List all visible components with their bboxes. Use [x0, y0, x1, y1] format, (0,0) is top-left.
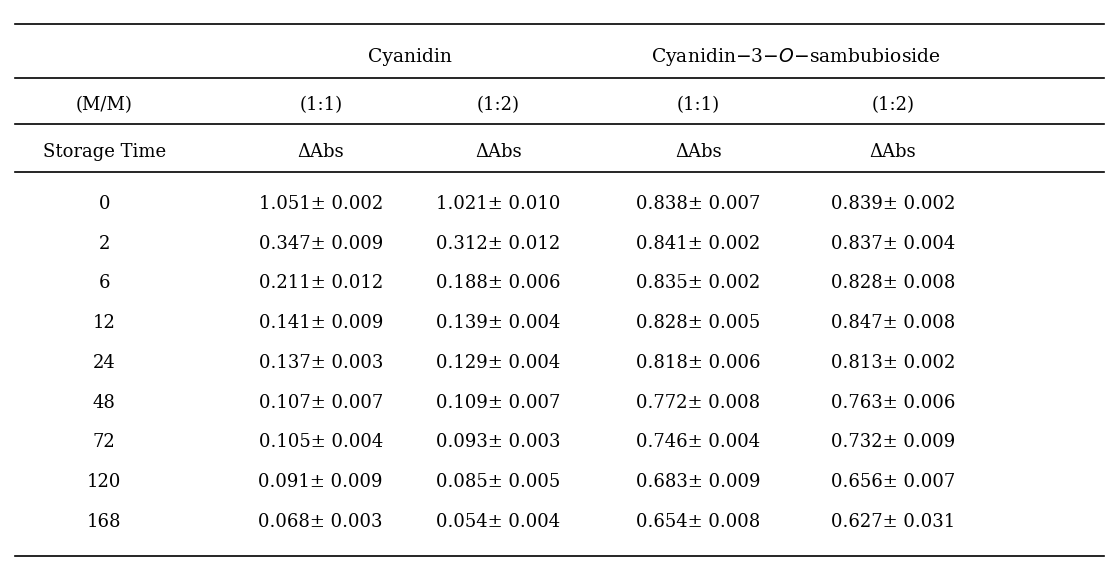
Text: 0.347± 0.009: 0.347± 0.009 [258, 235, 383, 253]
Text: 12: 12 [93, 314, 115, 332]
Text: 0.054± 0.004: 0.054± 0.004 [436, 513, 561, 531]
Text: 0.837± 0.004: 0.837± 0.004 [830, 235, 955, 253]
Text: 0.813± 0.002: 0.813± 0.002 [830, 354, 955, 372]
Text: Cyanidin: Cyanidin [368, 48, 451, 66]
Text: 0.141± 0.009: 0.141± 0.009 [258, 314, 383, 332]
Text: 0.188± 0.006: 0.188± 0.006 [436, 274, 561, 293]
Text: ΔAbs: ΔAbs [476, 143, 521, 161]
Text: 0.828± 0.005: 0.828± 0.005 [637, 314, 761, 332]
Text: 1.051± 0.002: 1.051± 0.002 [258, 195, 383, 213]
Text: 0.828± 0.008: 0.828± 0.008 [830, 274, 955, 293]
Text: 0.105± 0.004: 0.105± 0.004 [258, 433, 383, 451]
Text: 1.021± 0.010: 1.021± 0.010 [436, 195, 561, 213]
Text: Storage Time: Storage Time [43, 143, 166, 161]
Text: 0.211± 0.012: 0.211± 0.012 [258, 274, 383, 293]
Text: 0: 0 [98, 195, 110, 213]
Text: (1:2): (1:2) [477, 96, 520, 114]
Text: 0.838± 0.007: 0.838± 0.007 [636, 195, 761, 213]
Text: 0.129± 0.004: 0.129± 0.004 [436, 354, 561, 372]
Text: 0.093± 0.003: 0.093± 0.003 [436, 433, 561, 451]
Text: 0.656± 0.007: 0.656± 0.007 [830, 473, 955, 491]
Text: 2: 2 [98, 235, 110, 253]
Text: 0.107± 0.007: 0.107± 0.007 [258, 393, 383, 412]
Text: 0.841± 0.002: 0.841± 0.002 [637, 235, 761, 253]
Text: Cyanidin$-$3$-$$\mathit{O}$$-$sambubioside: Cyanidin$-$3$-$$\mathit{O}$$-$sambubiosi… [651, 46, 941, 68]
Text: 0.732± 0.009: 0.732± 0.009 [830, 433, 955, 451]
Text: 72: 72 [93, 433, 115, 451]
Text: ΔAbs: ΔAbs [675, 143, 722, 161]
Text: 0.835± 0.002: 0.835± 0.002 [637, 274, 761, 293]
Text: 0.091± 0.009: 0.091± 0.009 [258, 473, 383, 491]
Text: 0.312± 0.012: 0.312± 0.012 [436, 235, 561, 253]
Text: 6: 6 [98, 274, 110, 293]
Text: (1:2): (1:2) [872, 96, 914, 114]
Text: 0.085± 0.005: 0.085± 0.005 [436, 473, 561, 491]
Text: 0.847± 0.008: 0.847± 0.008 [830, 314, 955, 332]
Text: 0.627± 0.031: 0.627± 0.031 [830, 513, 955, 531]
Text: 0.772± 0.008: 0.772± 0.008 [637, 393, 761, 412]
Text: 0.839± 0.002: 0.839± 0.002 [830, 195, 955, 213]
Text: 0.109± 0.007: 0.109± 0.007 [436, 393, 561, 412]
Text: 0.068± 0.003: 0.068± 0.003 [258, 513, 383, 531]
Text: 0.683± 0.009: 0.683± 0.009 [636, 473, 761, 491]
Text: (1:1): (1:1) [299, 96, 342, 114]
Text: (M/M): (M/M) [76, 96, 132, 114]
Text: 0.746± 0.004: 0.746± 0.004 [637, 433, 761, 451]
Text: 0.139± 0.004: 0.139± 0.004 [436, 314, 561, 332]
Text: ΔAbs: ΔAbs [869, 143, 916, 161]
Text: (1:1): (1:1) [677, 96, 720, 114]
Text: 0.763± 0.006: 0.763± 0.006 [830, 393, 955, 412]
Text: 120: 120 [87, 473, 121, 491]
Text: 0.137± 0.003: 0.137± 0.003 [258, 354, 383, 372]
Text: 48: 48 [93, 393, 115, 412]
Text: 168: 168 [87, 513, 121, 531]
Text: 0.818± 0.006: 0.818± 0.006 [636, 354, 761, 372]
Text: 0.654± 0.008: 0.654± 0.008 [637, 513, 761, 531]
Text: 24: 24 [93, 354, 115, 372]
Text: ΔAbs: ΔAbs [298, 143, 344, 161]
